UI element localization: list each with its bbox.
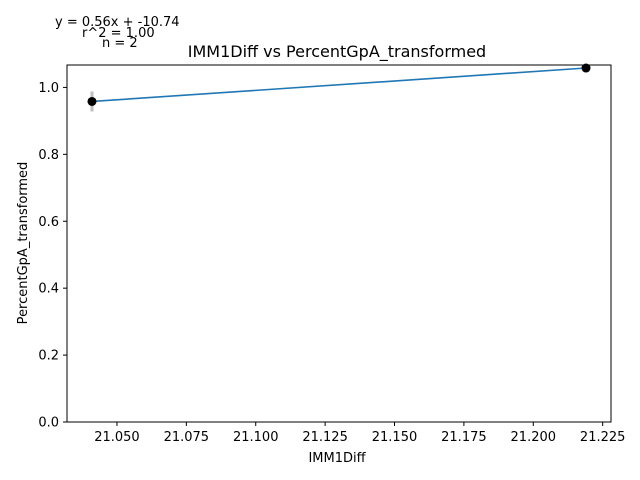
plot-area-frame	[66, 64, 612, 423]
x-axis-label: IMM1Diff	[308, 451, 366, 466]
x-tick-label: 21.125	[302, 430, 348, 445]
data-point-1	[87, 96, 97, 106]
x-tick-label: 21.075	[164, 430, 210, 445]
x-tick-label: 21.200	[511, 430, 557, 445]
y-tick-label: 0.4	[38, 282, 59, 297]
x-tick-label: 21.050	[94, 430, 140, 445]
y-tick-label: 0.2	[38, 349, 59, 364]
fit-line	[91, 67, 587, 103]
x-tick-label: 21.225	[580, 430, 626, 445]
x-tick-label: 21.100	[233, 430, 279, 445]
y-tick-label: 0.0	[38, 416, 59, 431]
y-tick-label: 0.8	[38, 148, 59, 163]
y-axis: 0.0 0.2 0.4 0.6 0.8 1.0	[38, 81, 67, 431]
x-axis: 21.050 21.075 21.100 21.125 21.150 21.175 21.2…	[94, 422, 625, 445]
r-squared-annotation: r^2 = 1.00	[82, 26, 155, 41]
data-point-2	[581, 63, 591, 73]
y-axis-label: PercentGpA_transformed	[16, 162, 31, 325]
y-tick-label: 1.0	[38, 81, 59, 96]
sample-count-annotation: n = 2	[102, 36, 138, 51]
y-tick-label: 0.6	[38, 215, 59, 230]
x-tick-label: 21.150	[372, 430, 418, 445]
x-tick-label: 21.175	[441, 430, 487, 445]
fit-equation-annotation: y = 0.56x + -10.74	[55, 15, 180, 30]
chart-title: IMM1Diff vs PercentGpA_transformed	[188, 42, 486, 62]
